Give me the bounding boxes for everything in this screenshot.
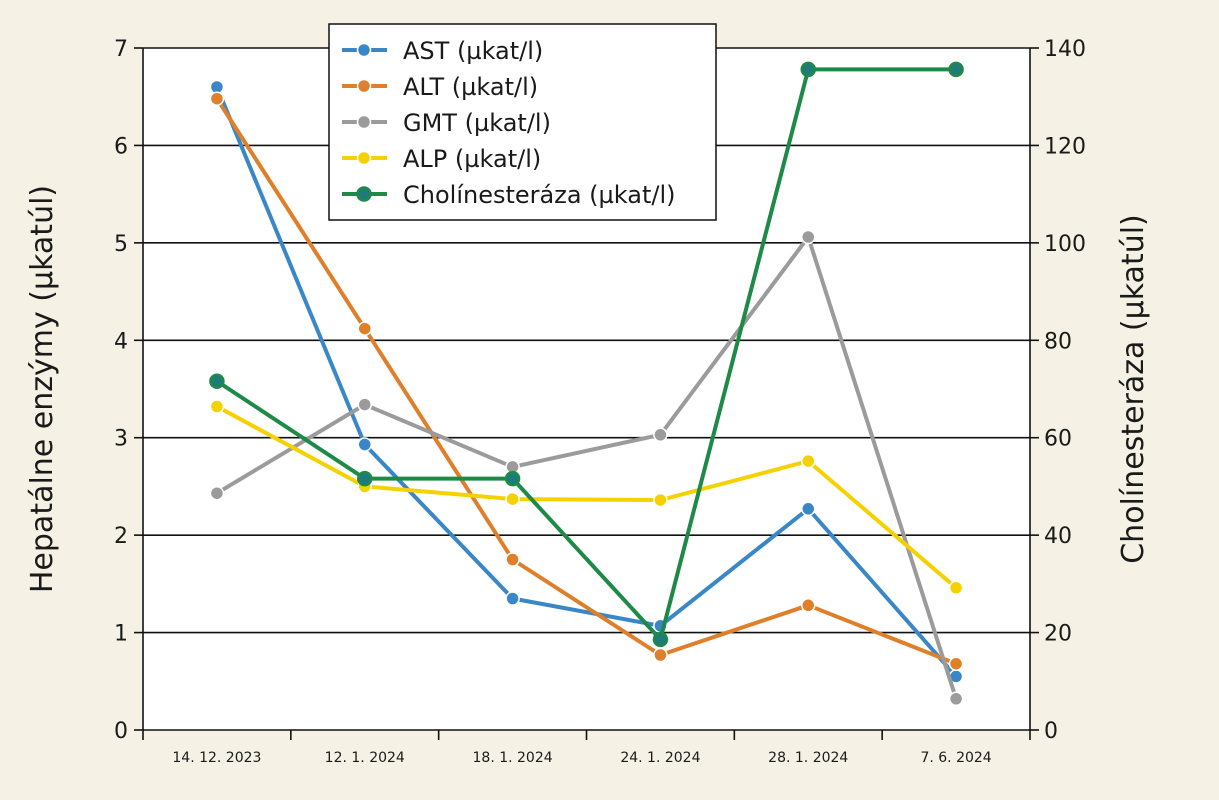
legend-label: GMT (µkat/l) xyxy=(403,109,551,137)
legend-label: ALT (µkat/l) xyxy=(403,73,538,101)
y2-tick-label: 120 xyxy=(1044,134,1086,159)
y2-axis-ticks: 0 20 40 60 80 100 120 140 xyxy=(1030,37,1086,744)
data-point-1 xyxy=(505,552,520,567)
data-point-1 xyxy=(801,598,816,613)
y2-tick-label: 60 xyxy=(1044,427,1072,452)
y-axis-ticks: 0 1 2 3 4 5 6 7 xyxy=(114,37,143,744)
series-group xyxy=(209,61,964,707)
legend-label: Cholínesteráza (µkat/l) xyxy=(403,181,676,209)
legend-label: ALP (µkat/l) xyxy=(403,145,541,173)
y2-tick-label: 20 xyxy=(1044,622,1072,647)
data-point-2 xyxy=(357,397,372,412)
data-point-3 xyxy=(209,399,225,414)
y2-tick-label: 80 xyxy=(1044,329,1072,354)
y2-tick-label: 100 xyxy=(1044,232,1086,257)
data-point-1 xyxy=(653,647,668,663)
y2-tick-label: 0 xyxy=(1044,719,1058,744)
y2-axis-label: Cholínesteráza (µkatúl) xyxy=(1116,214,1151,564)
y-tick-label: 1 xyxy=(114,622,128,647)
legend-swatch-marker xyxy=(356,42,372,58)
data-point-4 xyxy=(504,470,521,487)
x-tick-label: 14. 12. 2023 xyxy=(172,750,261,766)
y2-tick-label: 140 xyxy=(1044,37,1086,62)
data-point-2 xyxy=(209,485,225,501)
data-point-2 xyxy=(653,427,668,443)
data-point-0 xyxy=(357,437,372,452)
x-axis-ticks: 14. 12. 2023 12. 1. 2024 18. 1. 2024 24. 1.… xyxy=(142,730,1031,766)
y-tick-label: 4 xyxy=(114,329,128,354)
data-point-1 xyxy=(209,91,225,106)
data-point-3 xyxy=(801,453,816,469)
y2-tick-label: 40 xyxy=(1044,524,1072,549)
data-point-2 xyxy=(801,229,816,245)
legend-box xyxy=(328,23,717,221)
data-point-0 xyxy=(505,591,520,606)
y-axis-label: Hepatálne enzýmy (µkatúl) xyxy=(25,185,60,593)
x-tick-label: 12. 1. 2024 xyxy=(325,750,405,766)
y-tick-label: 5 xyxy=(114,232,128,257)
data-point-4 xyxy=(209,373,225,389)
legend-swatch-marker xyxy=(356,78,372,94)
y-tick-label: 3 xyxy=(114,427,128,452)
legend-swatch-marker xyxy=(356,150,372,166)
data-point-3 xyxy=(948,580,964,596)
y-tick-label: 0 xyxy=(114,719,128,744)
series-line-2 xyxy=(214,235,959,701)
x-tick-label: 24. 1. 2024 xyxy=(620,750,700,766)
data-point-4 xyxy=(357,470,373,487)
y-tick-label: 7 xyxy=(114,37,128,62)
x-tick-label: 18. 1. 2024 xyxy=(473,750,553,766)
x-tick-label: 28. 1. 2024 xyxy=(768,750,848,766)
data-point-4 xyxy=(948,61,964,78)
data-point-4 xyxy=(652,631,669,648)
y-tick-label: 2 xyxy=(114,524,128,549)
data-point-1 xyxy=(357,321,372,336)
data-point-3 xyxy=(505,491,520,507)
legend-label: AST (µkat/l) xyxy=(403,37,543,65)
y-tick-label: 6 xyxy=(114,134,128,159)
x-tick-label: 7. 6. 2024 xyxy=(920,750,991,766)
legend-swatch-marker xyxy=(356,114,372,130)
series-line-0 xyxy=(214,85,959,679)
data-point-3 xyxy=(653,492,668,508)
data-point-4 xyxy=(800,61,816,78)
legend-swatch-marker xyxy=(356,186,372,202)
data-point-2 xyxy=(948,691,964,707)
legend: AST (µkat/l) ALT (µkat/l) GMT (µkat/l) ALP … xyxy=(328,23,717,221)
series-line-1 xyxy=(214,96,959,666)
data-point-0 xyxy=(801,501,816,517)
data-point-1 xyxy=(948,656,964,671)
series-line-4 xyxy=(214,67,959,642)
series-line-3 xyxy=(214,404,959,590)
